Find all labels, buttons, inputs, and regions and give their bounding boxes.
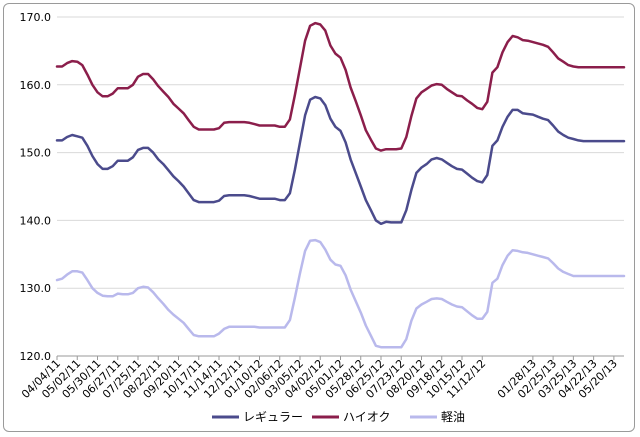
legend-label-1: レギュラー	[243, 410, 303, 424]
series-line-3	[55, 238, 626, 349]
y-tick-label: 130.0	[20, 282, 52, 295]
y-tick-label: 140.0	[20, 214, 52, 227]
series-line-2	[55, 21, 626, 152]
series-line-1	[55, 95, 626, 226]
y-tick-label: 120.0	[20, 350, 52, 363]
y-tick-label: 160.0	[20, 79, 52, 92]
y-tick-label: 150.0	[20, 147, 52, 160]
chart-frame	[3, 3, 635, 432]
legend-label-3: 軽油	[441, 410, 465, 424]
y-tick-label: 170.0	[20, 11, 52, 24]
legend-label-2: ハイオク	[343, 410, 391, 424]
